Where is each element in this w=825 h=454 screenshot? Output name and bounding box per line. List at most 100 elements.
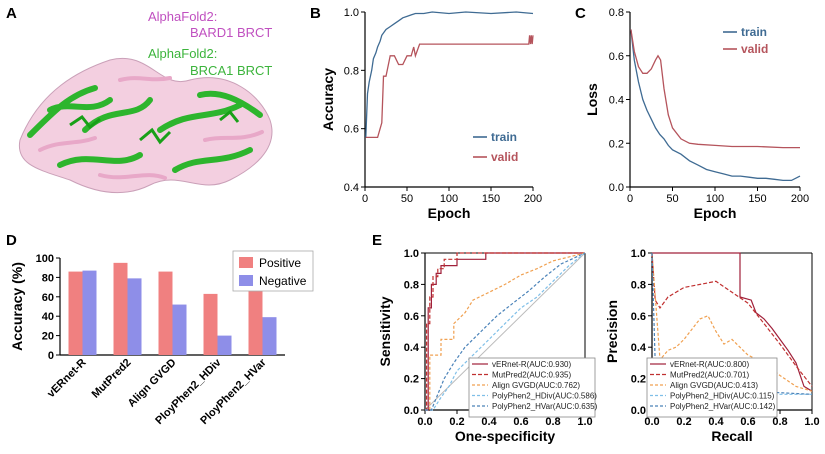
- x-tick-label: 0.2: [676, 416, 691, 428]
- panel-letter-a: A: [6, 5, 17, 22]
- chart-d-bar-accuracy: 0 20 40 60 80 100 Accuracy (%) vERnet-R MutPred2…: [9, 250, 314, 427]
- bar-positive-2: [158, 271, 173, 355]
- bar-positive-0: [68, 271, 83, 355]
- y-tick-label: 0.6: [631, 311, 646, 323]
- y-tick-label: 0.6: [344, 124, 359, 136]
- legend-box: [646, 357, 778, 418]
- y-tick-label: 0.0: [404, 405, 419, 417]
- chart-e-roc: 0.0 0.2 0.4 0.6 0.8 1.0 0.0 0.2 0.4 0.6 0.8 1.0 One-…: [377, 248, 598, 444]
- x-tick-label: 0.6: [513, 416, 528, 428]
- x-axis-title: Epoch: [694, 205, 737, 221]
- series-line-1: [365, 35, 534, 139]
- y-tick-label: 100: [36, 253, 54, 265]
- legend-label-0: vERnet-R(AUC:0.800): [670, 360, 749, 369]
- y-tick-label: 1.0: [404, 248, 419, 260]
- x-axis-title: Epoch: [428, 205, 471, 221]
- x-tick-label: 0.0: [644, 416, 659, 428]
- protein-structure-image: [18, 57, 273, 194]
- legend-swatch-0: [239, 257, 253, 268]
- y-tick-label: 0.8: [404, 279, 419, 291]
- series-line-0: [365, 11, 534, 138]
- series-line-4: [425, 252, 586, 411]
- legend-swatch-1: [239, 275, 253, 286]
- x-tick-label: 0.4: [481, 416, 497, 428]
- x-tick-label: 150: [748, 193, 766, 205]
- y-tick-label: 0: [48, 350, 54, 362]
- legend-label-3: PolyPhen2_HDiv(AUC:0.586): [492, 392, 597, 401]
- y-tick-label: 0.2: [609, 138, 624, 150]
- bar-positive-1: [113, 262, 128, 355]
- x-axis-title: One-specificity: [455, 428, 556, 444]
- x-tick-label: 200: [524, 193, 542, 205]
- y-tick-label: 0.4: [344, 182, 359, 194]
- legend-label-1: valid: [741, 42, 768, 56]
- legend-label-0: train: [491, 130, 517, 144]
- series-line-1: [651, 252, 813, 387]
- x-tick-label: 0.8: [772, 416, 787, 428]
- panel-letter-d: D: [6, 232, 17, 249]
- y-tick-label: 0.8: [609, 7, 624, 19]
- y-tick-label: 40: [42, 311, 54, 323]
- series-line-3: [425, 252, 586, 411]
- y-tick-label: 0.2: [631, 374, 646, 386]
- bar-negative-3: [217, 335, 232, 355]
- y-tick-label: 1.0: [344, 7, 359, 19]
- x-tick-label: 0: [627, 193, 633, 205]
- bar-negative-0: [82, 270, 97, 355]
- x-tick-label: 0.0: [417, 416, 432, 428]
- y-tick-label: 0.6: [609, 51, 624, 63]
- diagonal-reference: [424, 252, 586, 411]
- series-line-0: [630, 29, 801, 182]
- x-tick-label: 100: [706, 193, 724, 205]
- bar-positive-4: [248, 285, 263, 355]
- legend-label-0: train: [741, 25, 767, 39]
- bard1-label-line2: BARD1 BRCT: [190, 25, 272, 40]
- y-axis-title: Accuracy: [320, 68, 336, 131]
- y-tick-label: 0.4: [609, 95, 624, 107]
- legend-label-2: Align GVGD(AUC:0.413): [670, 381, 758, 390]
- x-tick-label: 1.0: [804, 416, 819, 428]
- bard1-label-line1: AlphaFold2:: [148, 9, 217, 24]
- y-tick-label: 0.4: [404, 342, 420, 354]
- bar-negative-1: [127, 278, 142, 355]
- y-tick-label: 80: [42, 272, 54, 284]
- x-tick-label: 0.2: [449, 416, 464, 428]
- y-tick-label: 0.0: [631, 405, 646, 417]
- x-axis-title: Recall: [711, 428, 752, 444]
- legend-label-1: Negative: [259, 274, 307, 288]
- y-tick-label: 0.0: [609, 182, 624, 194]
- x-tick-label: 50: [401, 193, 413, 205]
- x-tick-label: 1.0: [577, 416, 592, 428]
- y-axis-title: Accuracy (%): [9, 262, 25, 351]
- y-tick-label: 20: [42, 331, 54, 343]
- bar-negative-2: [172, 304, 187, 355]
- legend-label-2: Align GVGD(AUC:0.762): [492, 381, 580, 390]
- y-tick-label: 0.8: [631, 279, 646, 291]
- x-tick-label: 100: [440, 193, 458, 205]
- legend-label-1: MutPred2(AUC:0.701): [670, 371, 749, 380]
- x-tick-label: 50: [666, 193, 678, 205]
- y-tick-label: 0.8: [344, 65, 359, 77]
- legend-label-1: valid: [491, 150, 518, 164]
- brca1-label-line2: BRCA1 BRCT: [190, 63, 272, 78]
- legend-label-0: vERnet-R(AUC:0.930): [492, 360, 571, 369]
- series-line-2: [651, 252, 813, 392]
- legend-label-3: PolyPhen2_HDiv(AUC:0.115): [670, 392, 775, 401]
- brca1-label-line1: AlphaFold2:: [148, 46, 217, 61]
- series-line-0: [652, 252, 813, 392]
- y-axis-title: Precision: [604, 300, 620, 363]
- bar-positive-3: [203, 293, 218, 355]
- legend-label-4: PolyPhen2_HVar(AUC:0.142): [670, 402, 776, 411]
- panel-letter-e: E: [372, 232, 382, 249]
- legend-box: [468, 357, 596, 418]
- x-tick-label: 0.4: [708, 416, 724, 428]
- series-line-1: [425, 252, 585, 411]
- panel-letter-c: C: [575, 5, 586, 22]
- x-tick-label: 150: [482, 193, 500, 205]
- bar-negative-4: [262, 317, 277, 355]
- chart-c-loss: 0 50 100 150 200 0.0 0.2 0.4 0.6 0.8 Epoch Loss trai…: [584, 7, 809, 221]
- y-tick-label: 0.2: [404, 374, 419, 386]
- x-tick-label: 200: [791, 193, 809, 205]
- series-line-2: [425, 252, 586, 411]
